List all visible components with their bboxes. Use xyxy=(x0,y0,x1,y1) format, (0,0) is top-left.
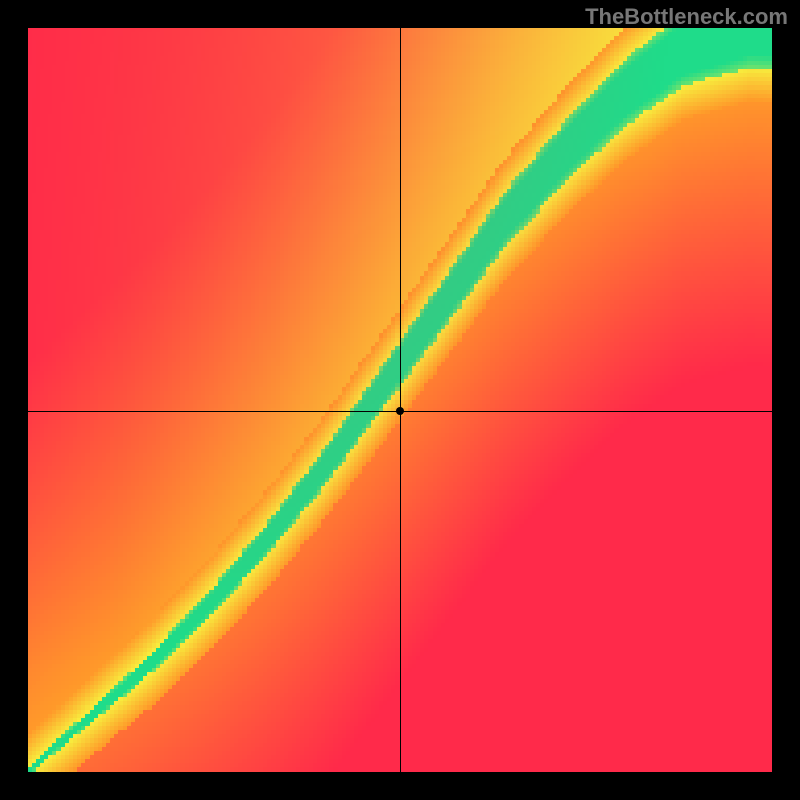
watermark-text: TheBottleneck.com xyxy=(585,4,788,30)
plot-frame xyxy=(28,28,772,772)
data-point xyxy=(396,407,404,415)
crosshair-vertical xyxy=(400,28,401,772)
chart-container: TheBottleneck.com xyxy=(0,0,800,800)
